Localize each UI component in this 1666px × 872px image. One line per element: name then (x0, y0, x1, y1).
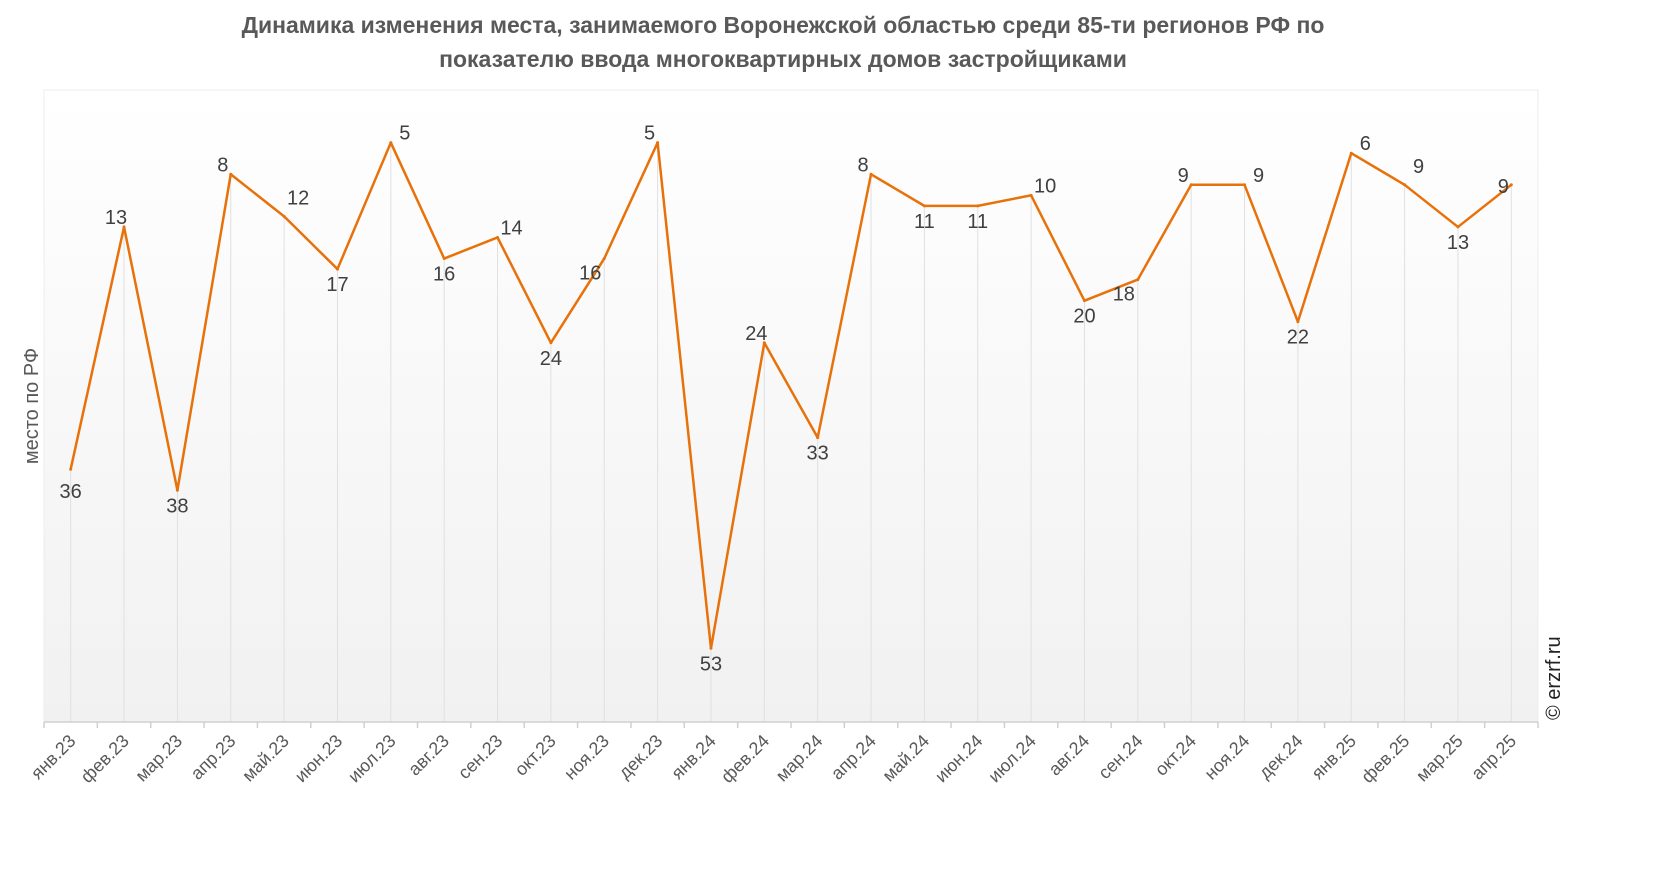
x-tick-label: окт.24 (1151, 731, 1200, 780)
data-point (549, 341, 553, 345)
x-tick-label: сен.24 (1094, 731, 1146, 783)
data-point (1189, 183, 1193, 187)
x-tick-label: июл.23 (344, 731, 400, 787)
data-label: 12 (287, 187, 309, 209)
data-point (816, 436, 820, 440)
data-label: 5 (399, 123, 410, 145)
x-tick-label: апр.24 (827, 731, 880, 784)
data-point (229, 172, 233, 176)
data-point (1403, 183, 1407, 187)
data-label: 18 (1113, 284, 1135, 306)
data-point (175, 488, 179, 492)
data-label: 11 (967, 211, 988, 233)
data-point (389, 141, 393, 145)
x-tick-label: фев.24 (717, 731, 773, 787)
data-point (442, 257, 446, 261)
x-tick-label: мар.25 (1412, 731, 1467, 786)
series-line (69, 141, 1513, 650)
data-point (1509, 183, 1513, 187)
data-point (69, 467, 73, 471)
data-label: 8 (857, 154, 868, 176)
data-point (709, 646, 713, 650)
x-tick-label: янв.23 (27, 731, 80, 784)
data-label: 53 (700, 653, 722, 675)
x-tick-label: июн.24 (931, 731, 987, 787)
data-point (1349, 151, 1353, 155)
data-point (869, 172, 873, 176)
data-label: 36 (60, 481, 82, 503)
data-point (1029, 193, 1033, 197)
data-label: 24 (540, 348, 562, 370)
x-tick-label: янв.25 (1308, 731, 1361, 784)
title-line-2: показателю ввода многоквартирных домов з… (439, 46, 1127, 72)
data-label: 9 (1413, 156, 1424, 178)
x-tick-label: дек.24 (1255, 731, 1307, 783)
data-label: 17 (326, 274, 348, 296)
x-tick-label: авг.24 (1045, 731, 1094, 780)
x-tick-label: апр.25 (1467, 731, 1520, 784)
title-line-1: Динамика изменения места, занимаемого Во… (241, 12, 1325, 38)
x-tick-label: май.23 (238, 731, 293, 786)
x-tick-label: ноя.24 (1201, 731, 1254, 784)
x-tick-label: май.24 (878, 731, 933, 786)
data-label: 9 (1498, 176, 1509, 198)
data-label: 38 (166, 495, 188, 517)
data-label: 13 (1447, 232, 1469, 254)
data-label: 16 (433, 264, 455, 286)
x-tick-label: дек.23 (615, 731, 667, 783)
data-label: 22 (1287, 327, 1309, 349)
data-label: 5 (644, 123, 655, 145)
data-point (656, 141, 660, 145)
data-label: 14 (500, 217, 522, 239)
x-tick-label: сен.23 (454, 731, 506, 783)
x-tick-label: мар.23 (131, 731, 186, 786)
x-tick-label: янв.24 (667, 731, 720, 784)
data-label: 20 (1073, 306, 1095, 328)
x-tick-label: фев.25 (1357, 731, 1413, 787)
data-point (1296, 320, 1300, 324)
data-point (922, 204, 926, 208)
x-tick-label: авг.23 (404, 731, 453, 780)
data-point (1456, 225, 1460, 229)
x-tick-label: мар.24 (772, 731, 827, 786)
x-tick-label: апр.23 (187, 731, 240, 784)
data-point (976, 204, 980, 208)
data-label: 16 (579, 263, 601, 285)
x-tick-label: июл.24 (984, 731, 1040, 787)
data-point (282, 214, 286, 218)
data-point (1082, 299, 1086, 303)
data-label: 11 (914, 211, 935, 233)
y-axis-label: место по РФ (21, 348, 43, 464)
data-point (1243, 183, 1247, 187)
data-point (335, 267, 339, 271)
data-point (602, 257, 606, 261)
data-label: 10 (1034, 175, 1056, 197)
x-tick-label: ноя.23 (560, 731, 613, 784)
data-label: 9 (1253, 165, 1264, 187)
data-label: 8 (217, 154, 228, 176)
x-tick-label: фев.23 (77, 731, 133, 787)
x-tick-label: окт.23 (511, 731, 560, 780)
data-label: 33 (807, 443, 829, 465)
x-tick-label: июн.23 (291, 731, 347, 787)
data-point (122, 225, 126, 229)
credit-text: © erzrf.ru (1543, 636, 1565, 720)
data-label: 9 (1178, 165, 1189, 187)
data-label: 6 (1360, 133, 1371, 155)
data-point (1136, 278, 1140, 282)
data-label: 24 (745, 323, 767, 345)
data-label: 13 (105, 207, 127, 229)
data-point (496, 235, 500, 239)
data-point (762, 341, 766, 345)
plot-area (43, 89, 1539, 723)
chart-title: Динамика изменения места, занимаемого Во… (0, 8, 1566, 76)
